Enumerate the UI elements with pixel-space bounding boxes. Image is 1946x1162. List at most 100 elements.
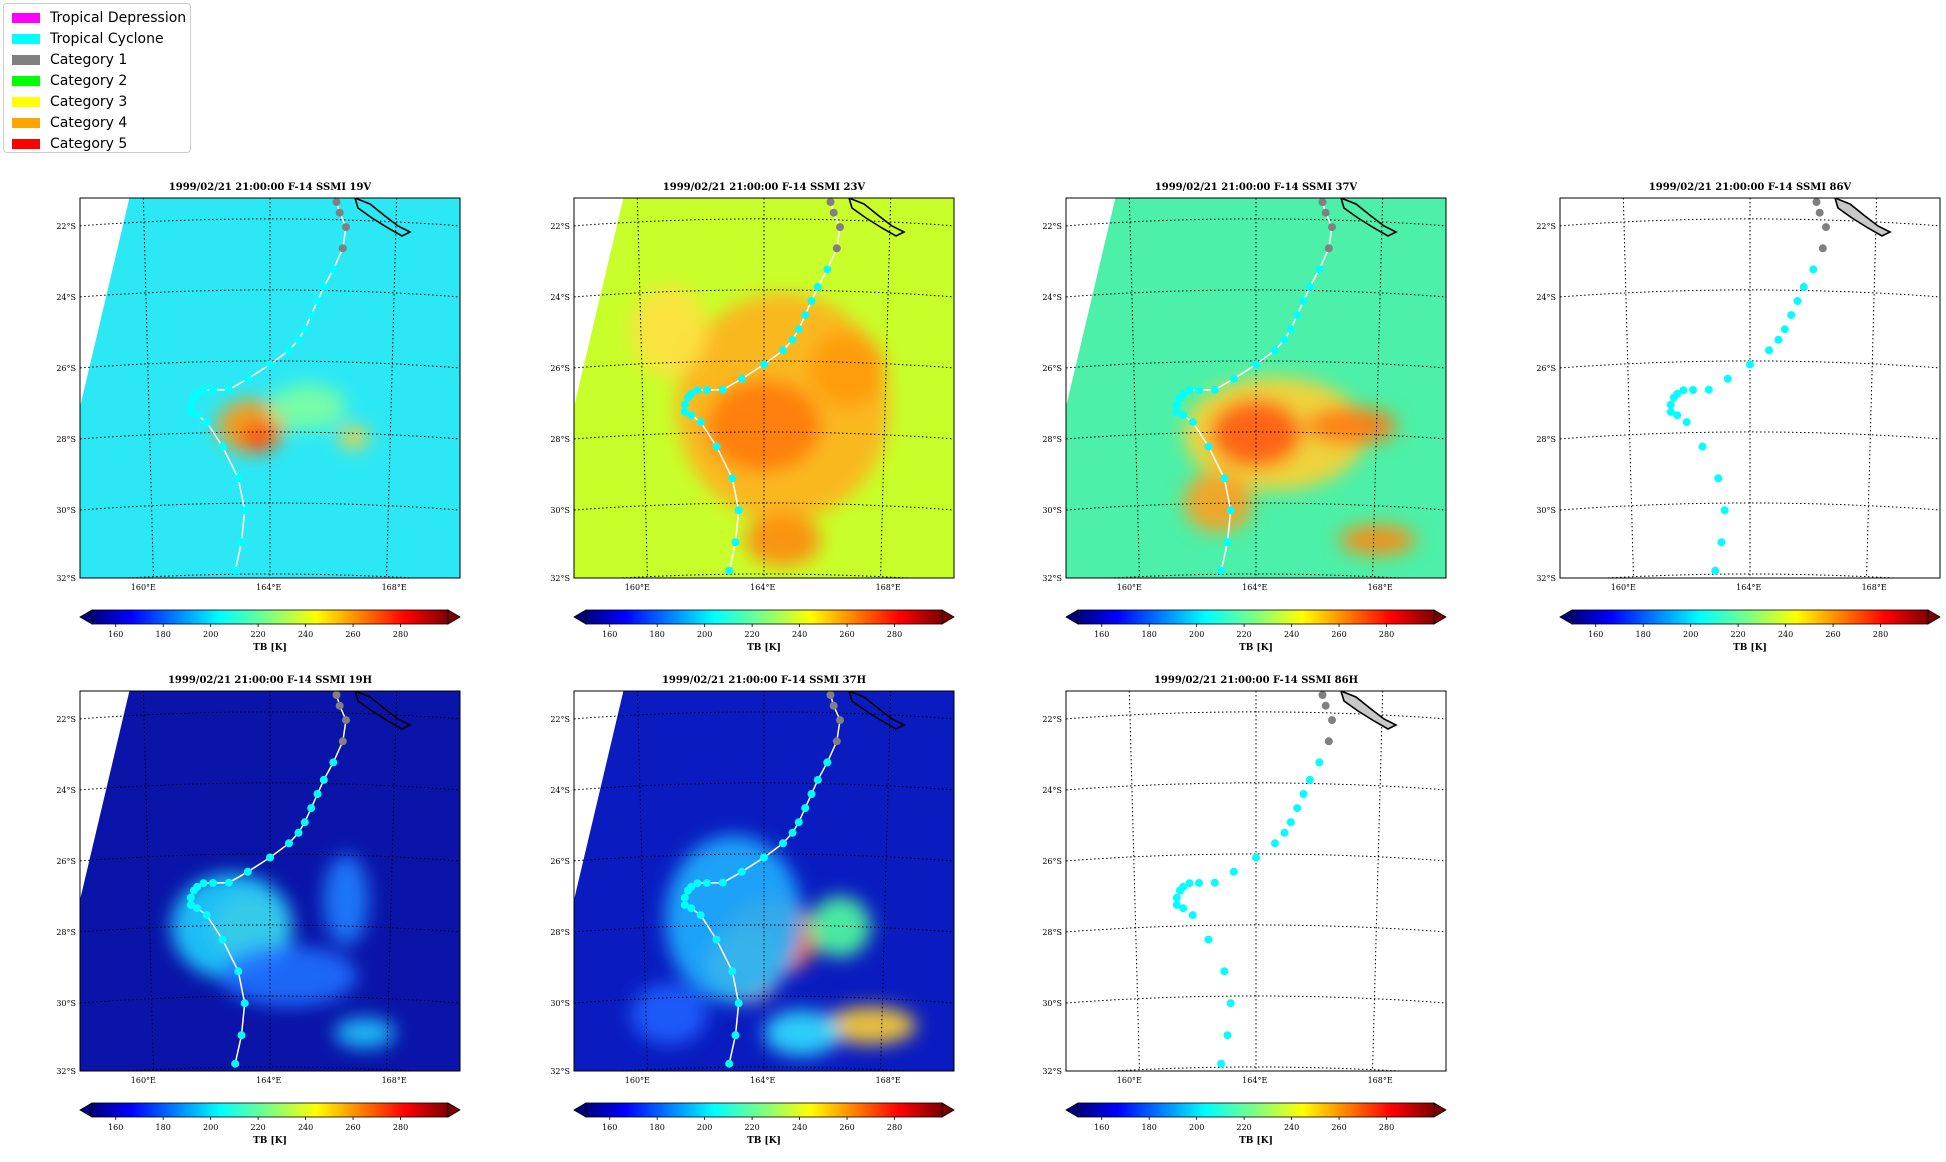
track-point bbox=[1172, 893, 1181, 902]
colorbar-tick-label: 280 bbox=[887, 1123, 902, 1132]
track-point bbox=[335, 701, 344, 710]
track-point bbox=[826, 691, 835, 699]
track-point bbox=[1321, 208, 1330, 217]
track-point bbox=[240, 506, 249, 515]
plot-frame bbox=[573, 197, 955, 579]
track-point bbox=[1176, 886, 1184, 895]
no-data-region bbox=[574, 691, 624, 900]
track-point bbox=[1799, 282, 1808, 291]
lon-tick-label: 168°E bbox=[382, 1076, 407, 1085]
lat-tick-label: 28°S bbox=[1042, 928, 1062, 937]
track-point bbox=[224, 878, 233, 887]
track-point bbox=[693, 386, 702, 395]
track-point bbox=[1280, 335, 1289, 344]
track-point bbox=[190, 393, 198, 402]
track-point bbox=[202, 911, 211, 920]
track-point bbox=[1679, 386, 1688, 395]
track-point bbox=[1720, 506, 1729, 515]
track-point bbox=[826, 198, 835, 206]
coastline bbox=[1834, 198, 1892, 237]
track-point bbox=[1321, 701, 1330, 710]
track-point bbox=[1315, 265, 1324, 274]
track-point bbox=[209, 879, 217, 887]
legend: Tropical Depression Tropical Cyclone Categ… bbox=[3, 3, 191, 153]
panel-title: 1999/02/21 21:00:00 F-14 SSMI 19V bbox=[169, 182, 372, 193]
colorbar: 160 180 200 220 240 260 280 TB [K] bbox=[79, 1102, 461, 1146]
track-point bbox=[237, 1031, 246, 1040]
track-point bbox=[338, 737, 347, 746]
plot-frame bbox=[1559, 197, 1941, 579]
lon-tick-label: 160°E bbox=[1611, 583, 1636, 592]
colorbar-tick-label: 280 bbox=[1873, 630, 1888, 639]
track-point bbox=[823, 265, 832, 274]
lon-tick-label: 164°E bbox=[256, 583, 281, 592]
track-point bbox=[231, 566, 240, 575]
track-point bbox=[725, 566, 734, 575]
track-point bbox=[1195, 879, 1203, 887]
track-point bbox=[1689, 386, 1697, 394]
track-point bbox=[1318, 691, 1327, 699]
track-point bbox=[1185, 879, 1194, 888]
track-point bbox=[186, 400, 195, 409]
track-point bbox=[1818, 244, 1827, 253]
legend-item: Category 4 bbox=[12, 112, 190, 133]
warm-core bbox=[631, 285, 890, 567]
lat-tick-label: 26°S bbox=[1042, 364, 1062, 373]
track-point bbox=[190, 886, 198, 895]
lat-tick-label: 28°S bbox=[1536, 435, 1556, 444]
track-point bbox=[1204, 935, 1213, 944]
lon-tick-label: 168°E bbox=[1368, 1076, 1393, 1085]
lat-tick-label: 32°S bbox=[550, 574, 570, 583]
legend-swatch bbox=[12, 138, 40, 149]
track-point bbox=[829, 701, 838, 710]
track-point bbox=[760, 853, 768, 862]
no-data-region bbox=[1066, 198, 1116, 407]
track-point bbox=[725, 1059, 734, 1068]
map-panel-23v: 1999/02/21 21:00:00 F-14 SSMI 23V 22°S 24°… bbox=[550, 182, 955, 653]
map-panel-86v: 1999/02/21 21:00:00 F-14 SSMI 86V 22°S 24°… bbox=[1536, 182, 1941, 653]
colorbar-tick-label: 260 bbox=[839, 1123, 854, 1132]
track-point bbox=[728, 967, 737, 976]
track-point bbox=[1324, 737, 1333, 746]
lat-tick-label: 28°S bbox=[550, 435, 570, 444]
track-point bbox=[329, 265, 338, 274]
track-point bbox=[1179, 411, 1188, 420]
colorbar-tick-label: 260 bbox=[345, 630, 360, 639]
colorbar-tick-label: 160 bbox=[1588, 630, 1603, 639]
colorbar-label: TB [K] bbox=[747, 643, 781, 653]
track-point bbox=[266, 360, 274, 369]
coastline bbox=[1340, 691, 1398, 730]
colorbar-tick-label: 220 bbox=[1236, 630, 1251, 639]
legend-item: Tropical Cyclone bbox=[12, 28, 190, 49]
track-point bbox=[696, 911, 705, 920]
lat-tick-label: 30°S bbox=[56, 506, 76, 515]
track-point bbox=[1787, 311, 1796, 320]
track-point bbox=[1223, 1031, 1232, 1040]
track-point bbox=[680, 900, 689, 909]
track-point bbox=[1195, 386, 1203, 394]
colorbar-tick-label: 200 bbox=[203, 1123, 218, 1132]
lat-tick-label: 22°S bbox=[56, 222, 76, 231]
lat-tick-label: 26°S bbox=[56, 364, 76, 373]
track-point bbox=[313, 790, 322, 798]
track-point bbox=[332, 198, 341, 206]
track-point bbox=[199, 879, 208, 888]
legend-label: Tropical Cyclone bbox=[50, 30, 164, 47]
colorbar-label: TB [K] bbox=[747, 1136, 781, 1146]
track-point bbox=[737, 867, 746, 876]
track-point bbox=[218, 442, 227, 451]
colorbar: 160 180 200 220 240 260 280 TB [K] bbox=[1065, 1102, 1447, 1146]
graticule bbox=[574, 691, 954, 1071]
track-point bbox=[313, 297, 322, 305]
graticule bbox=[1066, 198, 1446, 578]
track-point bbox=[1226, 999, 1235, 1008]
colorbar-tick-label: 160 bbox=[602, 630, 617, 639]
colorbar-label: TB [K] bbox=[1239, 1136, 1273, 1146]
legend-swatch bbox=[12, 96, 40, 107]
colorbar-tick-label: 180 bbox=[156, 1123, 171, 1132]
track-point bbox=[832, 737, 841, 746]
track-point bbox=[266, 853, 274, 862]
track-point bbox=[687, 411, 696, 420]
lat-tick-label: 32°S bbox=[1042, 574, 1062, 583]
track-point bbox=[1714, 474, 1723, 483]
